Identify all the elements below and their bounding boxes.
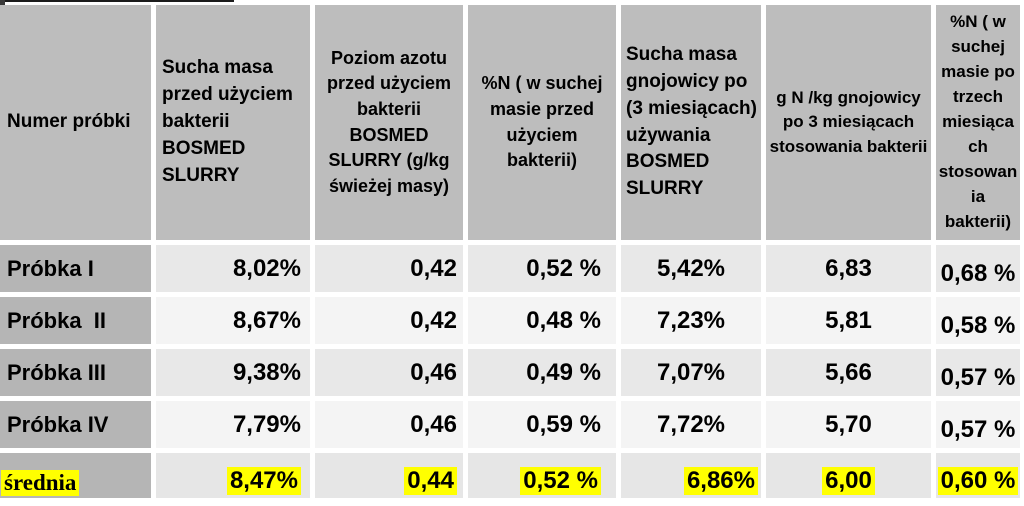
cell-r3-g-n-kg-po: 5,66 xyxy=(766,349,931,396)
cell-r1-g-n-kg-po: 6,83 xyxy=(766,245,931,292)
cell-r2-procent-n-po: 0,58 % xyxy=(936,297,1020,344)
cell-r2-sucha-masa-po: 7,23% xyxy=(621,297,761,344)
col-header-poziom-azotu: Poziom azotu przed użyciem bakterii BOSM… xyxy=(315,5,463,240)
col-header-numer-probki: Numer próbki xyxy=(0,5,151,240)
cell-r4-g-n-kg-po: 5,70 xyxy=(766,401,931,448)
highlighted-value: 6,00 xyxy=(822,467,875,495)
highlighted-value: 0,60 % xyxy=(937,467,1019,495)
row-label-srednia: średnia xyxy=(0,453,151,498)
row-label-probka-2: Próbka II xyxy=(0,297,151,344)
cell-r1-sucha-masa-przed: 8,02% xyxy=(156,245,310,292)
row-label-probka-4: Próbka IV xyxy=(0,401,151,448)
col-header-sucha-masa-po: Sucha masa gnojowicy po (3 miesiącach) u… xyxy=(621,5,761,240)
cell-r1-procent-n-po: 0,68 % xyxy=(936,245,1020,292)
cell-mean-procent-n-po: 0,60 % xyxy=(936,453,1020,498)
cell-r2-sucha-masa-przed: 8,67% xyxy=(156,297,310,344)
highlighted-value: 6,86% xyxy=(683,467,758,495)
cell-mean-poziom-azotu: 0,44 xyxy=(315,453,463,498)
cell-r4-procent-n-po: 0,57 % xyxy=(936,401,1020,448)
cell-r4-procent-n-przed: 0,59 % xyxy=(468,401,616,448)
highlighted-row-label: średnia xyxy=(1,470,80,496)
highlighted-value: 8,47% xyxy=(226,467,301,495)
cell-r3-poziom-azotu: 0,46 xyxy=(315,349,463,396)
cell-r2-g-n-kg-po: 5,81 xyxy=(766,297,931,344)
row-label-probka-3: Próbka III xyxy=(0,349,151,396)
cell-r3-sucha-masa-po: 7,07% xyxy=(621,349,761,396)
cell-r3-procent-n-po: 0,57 % xyxy=(936,349,1020,396)
cell-r4-poziom-azotu: 0,46 xyxy=(315,401,463,448)
corner-artifact xyxy=(0,0,5,9)
col-header-sucha-masa-przed: Sucha masa przed użyciem bakterii BOSMED… xyxy=(156,5,310,240)
highlighted-value: 0,44 xyxy=(404,467,457,495)
cell-mean-sucha-masa-po: 6,86% xyxy=(621,453,761,498)
row-label-probka-1: Próbka I xyxy=(0,245,151,292)
cell-mean-procent-n-przed: 0,52 % xyxy=(468,453,616,498)
cell-r1-procent-n-przed: 0,52 % xyxy=(468,245,616,292)
highlighted-value: 0,52 % xyxy=(520,467,601,495)
cell-r3-sucha-masa-przed: 9,38% xyxy=(156,349,310,396)
slide-edge-artifact xyxy=(0,0,234,2)
cell-r4-sucha-masa-po: 7,72% xyxy=(621,401,761,448)
cell-r3-procent-n-przed: 0,49 % xyxy=(468,349,616,396)
cell-r2-poziom-azotu: 0,42 xyxy=(315,297,463,344)
cell-r1-poziom-azotu: 0,42 xyxy=(315,245,463,292)
cell-r2-procent-n-przed: 0,48 % xyxy=(468,297,616,344)
cell-r4-sucha-masa-przed: 7,79% xyxy=(156,401,310,448)
cell-mean-sucha-masa-przed: 8,47% xyxy=(156,453,310,498)
col-header-procent-n-przed: %N ( w suchej masie przed użyciem bakter… xyxy=(468,5,616,240)
cell-r1-sucha-masa-po: 5,42% xyxy=(621,245,761,292)
bosmed-results-table: Numer próbki Sucha masa przed użyciem ba… xyxy=(0,5,1020,498)
col-header-g-n-kg-po: g N /kg gnojowicy po 3 miesiącach stosow… xyxy=(766,5,931,240)
col-header-procent-n-po: %N ( w suchej masie po trzech miesiącach… xyxy=(936,5,1020,240)
cell-mean-g-n-kg-po: 6,00 xyxy=(766,453,931,498)
